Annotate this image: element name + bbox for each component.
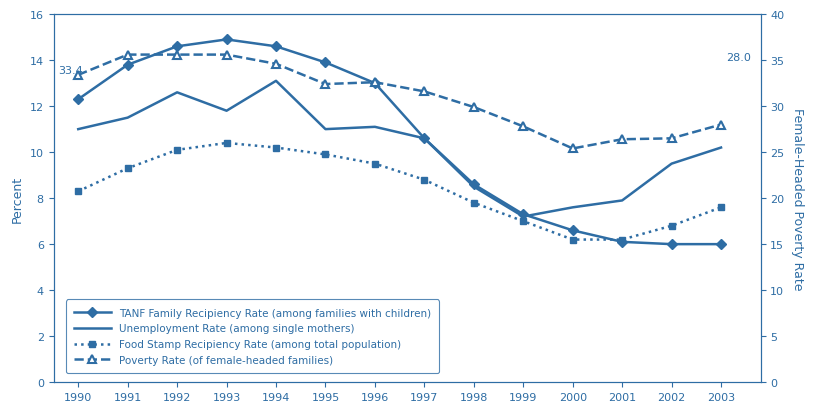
Legend: TANF Family Recipiency Rate (among families with children), Unemployment Rate (a: TANF Family Recipiency Rate (among famil… xyxy=(66,300,439,373)
Text: 28.0: 28.0 xyxy=(726,53,751,63)
Text: 33.4: 33.4 xyxy=(59,66,83,76)
Y-axis label: Percent: Percent xyxy=(11,175,24,222)
Y-axis label: Female-Headed Poverty Rate: Female-Headed Poverty Rate xyxy=(791,108,804,290)
